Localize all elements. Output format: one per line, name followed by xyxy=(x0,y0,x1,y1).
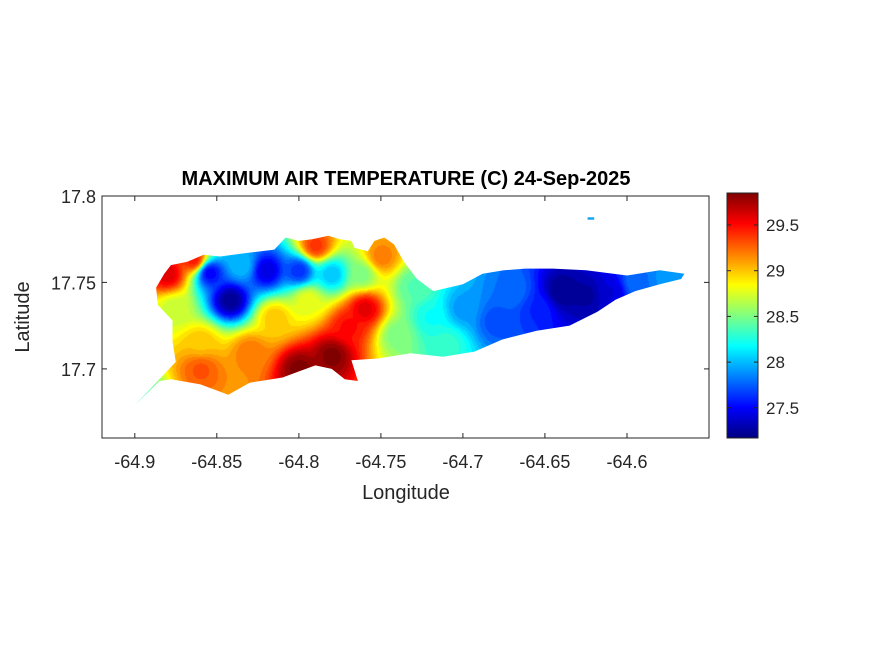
colorbar-tick-label: 29.5 xyxy=(766,216,799,235)
y-tick-label: 17.7 xyxy=(61,360,96,380)
x-tick-label: -64.6 xyxy=(606,452,647,472)
map-axes: -64.9 -64.85 -64.8 -64.75 -64.7 -64.65 -64.6 1… xyxy=(51,187,710,472)
x-tick-label: -64.7 xyxy=(442,452,483,472)
y-axis: 17.7 17.75 17.8 xyxy=(51,187,709,380)
axes-frame xyxy=(101,195,710,439)
colorbar-gradient xyxy=(727,193,758,438)
colorbar-frame xyxy=(726,192,759,439)
colorbar: 27.5 28 28.5 29 29.5 xyxy=(726,192,799,439)
x-axis-label: Longitude xyxy=(362,482,450,504)
x-tick-label: -64.8 xyxy=(278,452,319,472)
x-axis: -64.9 -64.85 -64.8 -64.75 -64.7 -64.65 -64.6 xyxy=(114,196,648,472)
colorbar-ticks: 27.5 28 28.5 29 29.5 xyxy=(727,216,799,418)
x-tick-label: -64.85 xyxy=(191,452,242,472)
x-tick-label: -64.75 xyxy=(355,452,406,472)
y-tick-label: 17.75 xyxy=(51,273,96,293)
chart-title: MAXIMUM AIR TEMPERATURE (C) 24-Sep-2025 xyxy=(182,168,631,190)
x-tick-label: -64.9 xyxy=(114,452,155,472)
colorbar-tick-label: 27.5 xyxy=(766,399,799,418)
x-tick-label: -64.65 xyxy=(519,452,570,472)
colorbar-tick-label: 28 xyxy=(766,353,785,372)
y-tick-label: 17.8 xyxy=(61,187,96,207)
colorbar-tick-label: 28.5 xyxy=(766,307,799,326)
colorbar-tick-label: 29 xyxy=(766,262,785,281)
y-axis-label: Latitude xyxy=(12,281,34,352)
